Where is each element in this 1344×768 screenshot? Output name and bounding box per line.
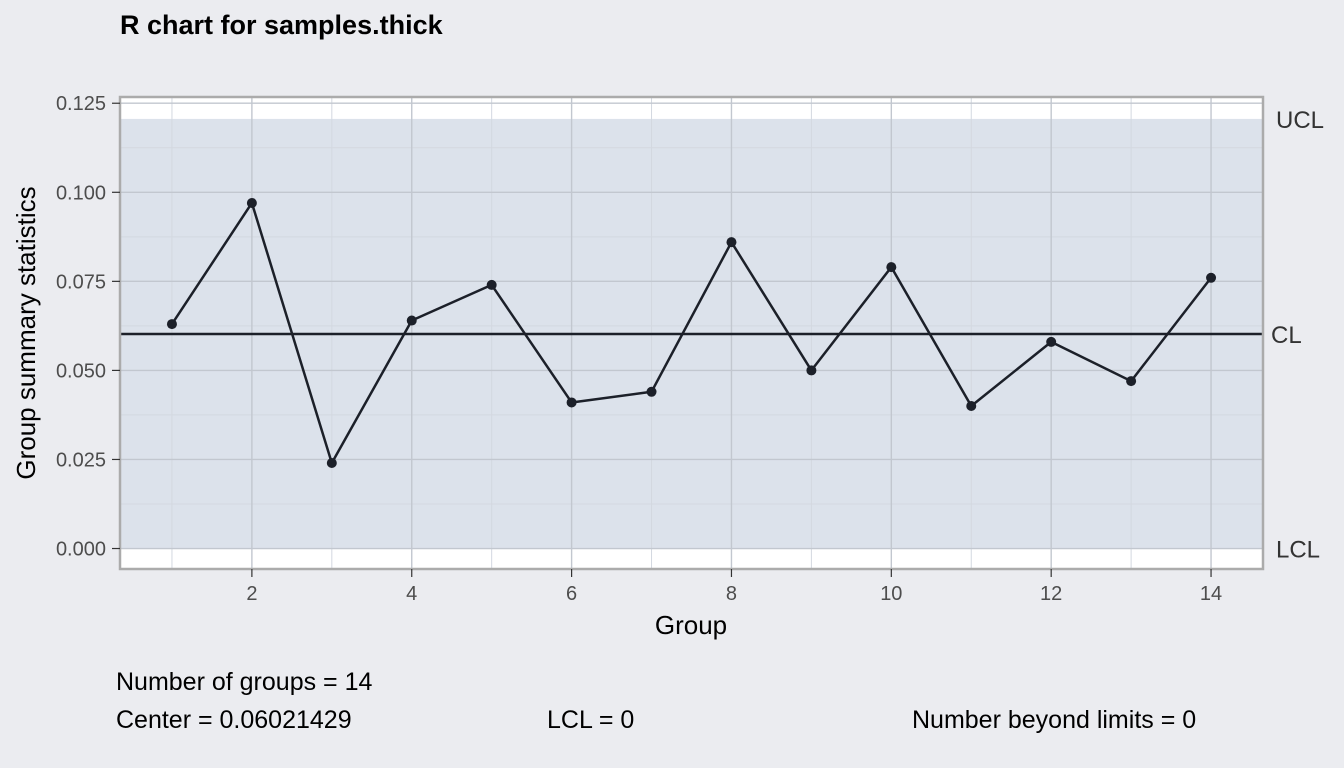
data-point	[246, 197, 257, 208]
y-tick-label: 0.075	[56, 271, 106, 293]
stats-center: Center = 0.06021429	[116, 706, 352, 734]
data-point	[166, 319, 177, 330]
y-tick-label: 0.025	[56, 449, 106, 471]
data-point	[406, 315, 417, 326]
x-axis-ticks: 2 4 6 8 10 12 14	[246, 569, 1222, 605]
y-tick-label: 0.100	[56, 182, 106, 204]
data-point	[1046, 336, 1057, 347]
data-point	[966, 401, 977, 412]
y-tick-label: 0.000	[56, 539, 106, 561]
x-tick-label: 14	[1200, 583, 1222, 605]
x-tick-label: 10	[880, 583, 902, 605]
x-tick-label: 2	[246, 583, 257, 605]
y-tick-label: 0.125	[56, 93, 106, 115]
data-point	[1206, 272, 1217, 283]
data-point	[886, 262, 897, 273]
data-point	[726, 237, 737, 248]
lcl-label: LCL	[1276, 537, 1320, 564]
series-group	[166, 197, 1217, 469]
data-point	[486, 279, 497, 290]
x-tick-label: 6	[566, 583, 577, 605]
y-tick-label: 0.050	[56, 360, 106, 382]
plot-border	[118, 95, 1265, 571]
data-point	[806, 365, 817, 376]
x-axis-title: Group	[655, 610, 727, 640]
chart-title: R chart for samples.thick	[120, 10, 444, 40]
x-tick-label: 12	[1040, 583, 1062, 605]
stats-beyond: Number beyond limits = 0	[912, 706, 1197, 734]
y-axis-title: Group summary statistics	[11, 186, 41, 479]
stats-groups: Number of groups = 14	[116, 668, 373, 696]
ucl-label: UCL	[1276, 107, 1324, 134]
cl-label: CL	[1271, 322, 1302, 349]
data-point	[646, 386, 657, 397]
data-point	[1126, 376, 1137, 387]
series-line	[170, 201, 1213, 465]
data-point	[566, 397, 577, 408]
data-point	[326, 458, 337, 469]
x-tick-label: 8	[726, 583, 737, 605]
stats-lcl: LCL = 0	[547, 706, 635, 734]
x-tick-label: 4	[406, 583, 417, 605]
y-axis-ticks: 0.000 0.025 0.050 0.075 0.100 0.125	[56, 93, 120, 561]
